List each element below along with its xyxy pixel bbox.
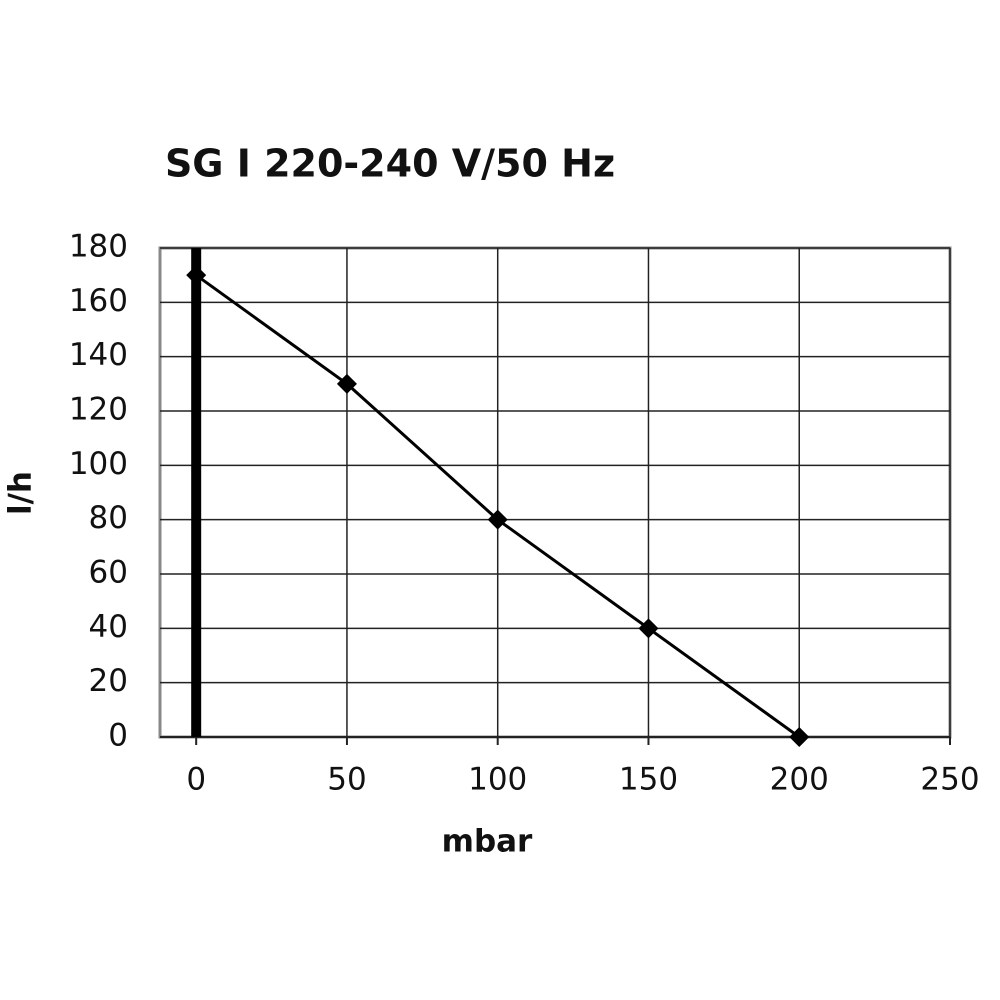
x-tick-label: 200 <box>770 762 829 798</box>
x-tick-label: 100 <box>468 762 527 798</box>
y-tick-label: 120 <box>69 392 128 428</box>
y-tick-label: 80 <box>89 500 128 536</box>
y-tick-label: 40 <box>89 609 128 645</box>
x-tick-label: 50 <box>327 762 366 798</box>
data-marker <box>487 509 508 530</box>
x-tick-label: 0 <box>186 762 206 798</box>
x-tick-label: 250 <box>920 762 979 798</box>
x-tick-label: 150 <box>619 762 678 798</box>
y-tick-label: 140 <box>69 337 128 373</box>
y-tick-label: 160 <box>69 283 128 319</box>
y-tick-label: 20 <box>89 663 128 699</box>
x-axis-label: mbar <box>442 824 533 860</box>
y-tick-label: 0 <box>108 718 128 754</box>
data-marker <box>186 265 207 286</box>
y-tick-label: 180 <box>69 229 128 265</box>
data-marker <box>336 373 357 394</box>
data-marker <box>789 727 810 747</box>
y-tick-label: 100 <box>69 446 128 482</box>
y-axis-label: l/h <box>3 471 39 515</box>
y-tick-label: 60 <box>89 555 128 591</box>
chart-title: SG I 220-240 V/50 Hz <box>165 142 615 186</box>
data-marker <box>638 618 659 639</box>
